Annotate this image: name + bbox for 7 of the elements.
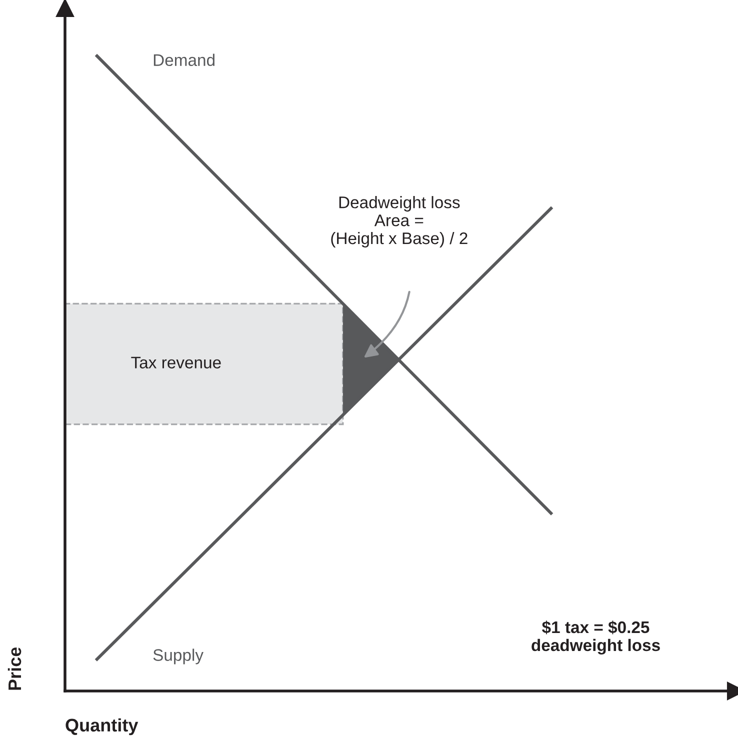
band-label: Tax revenue <box>131 356 221 368</box>
x-axis-title: Quantity <box>66 718 138 736</box>
annotation: Deadweight loss Area = (Height x Base) / 2 <box>331 196 468 248</box>
series-label: Supply <box>153 648 204 664</box>
series-label: Demand <box>154 54 214 66</box>
y-axis-title: Price <box>8 647 22 690</box>
annotation: $1 tax = $0.25 deadweight loss <box>532 620 660 655</box>
